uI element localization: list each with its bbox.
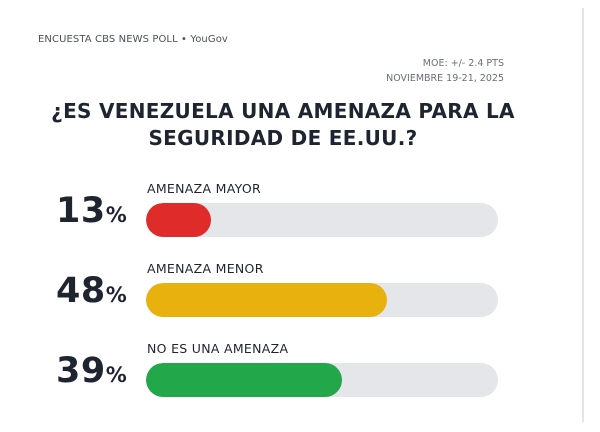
poll-source: ENCUESTA CBS NEWS POLL • YouGov [38,34,228,45]
poll-card: ENCUESTA CBS NEWS POLL • YouGov MOE: +/-… [10,8,584,422]
bar-fill [146,363,342,397]
chart-title-line-2: SEGURIDAD DE EE.UU.? [148,126,418,150]
bar-track [146,283,498,317]
bar-row: NO ES UNA AMENAZA 39% [10,341,584,411]
bar-value-number: 48 [56,271,106,311]
bar-value-number: 13 [56,191,106,231]
bar-value-label: 48% [56,271,127,311]
bar-value-label: 39% [56,351,127,391]
percent-symbol: % [105,283,127,307]
chart-title-line-1: ¿ES VENEZUELA UNA AMENAZA PARA LA [51,99,515,123]
bar-fill [146,283,387,317]
poll-meta: MOE: +/- 2.4 PTS NOVIEMBRE 19-21, 2025 [386,56,504,86]
bar-value-label: 13% [56,191,127,231]
percent-symbol: % [105,363,127,387]
percent-symbol: % [105,203,127,227]
bar-row: AMENAZA MENOR 48% [10,261,584,331]
margin-of-error: MOE: +/- 2.4 PTS [422,58,504,69]
poll-dates: NOVIEMBRE 19-21, 2025 [386,73,504,84]
bar-value-number: 39 [56,351,106,391]
bar-fill [146,203,211,237]
bar-category-label: AMENAZA MENOR [147,261,264,276]
bar-category-label: NO ES UNA AMENAZA [147,341,289,356]
chart-title: ¿ES VENEZUELA UNA AMENAZA PARA LA SEGURI… [48,98,518,152]
bar-track [146,363,498,397]
bar-row: AMENAZA MAYOR 13% [10,181,584,251]
bar-category-label: AMENAZA MAYOR [147,181,261,196]
bar-track [146,203,498,237]
